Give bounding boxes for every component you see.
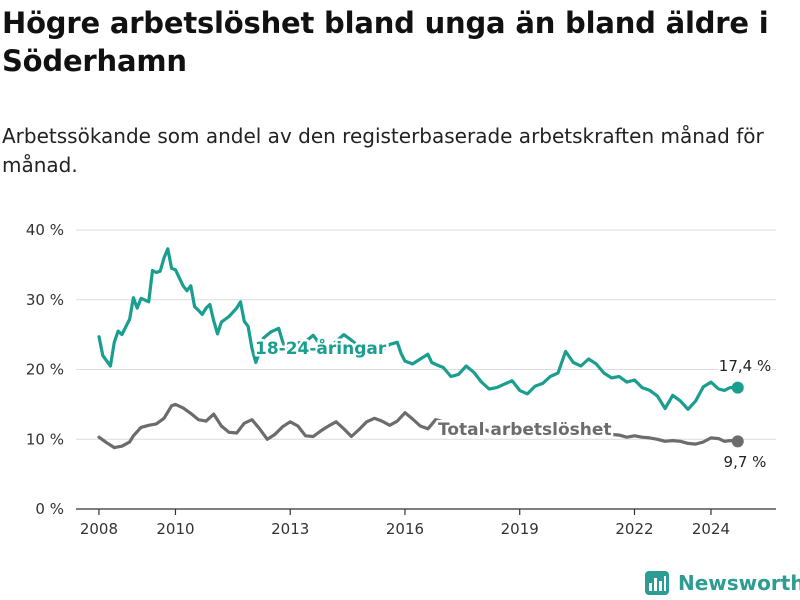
y-tick-label: 20 % [26,361,64,379]
series-lines [97,247,744,450]
x-tick-label: 2024 [692,520,730,538]
x-tick-label: 2008 [80,520,118,538]
newsworthy-logo-icon [645,571,669,595]
x-tick-label: 2019 [501,520,539,538]
gridlines [76,229,776,510]
end-label-18-24: 17,4 % [719,357,771,375]
series-label-18-24: 18-24-åringar [255,337,387,359]
series-labels: 18-24-åringar Total arbetslöshet 17,4 % 9,7… [253,335,774,474]
series-label-total: Total arbetslöshet [438,420,612,440]
y-tick-label: 40 % [26,221,64,239]
y-tick-label: 10 % [26,430,64,448]
chart-title: Högre arbetslöshet bland unga än bland ä… [2,6,769,78]
y-tick-label: 30 % [26,291,64,309]
brand-logo: Newsworthy [644,568,800,598]
y-tick-label: 0 % [35,500,64,518]
end-label-total: 9,7 % [724,453,767,471]
x-tick-label: 2016 [386,520,424,538]
end-point-total [731,435,744,448]
x-tick-label: 2022 [615,520,653,538]
x-tick-label: 2010 [156,520,194,538]
end-point-18-24 [731,381,744,394]
x-tick-label: 2013 [271,520,309,538]
chart-subtitle: Arbetssökande som andel av den registerb… [2,124,764,177]
brand-name: Newsworthy [678,571,800,595]
series-line-18-24 [97,247,740,411]
y-axis-ticks: 0 % 10 % 20 % 30 % 40 % [26,221,64,518]
x-axis-ticks: 2008 2010 2013 2016 2019 2022 2024 [80,509,730,538]
series-line-total [97,402,740,450]
